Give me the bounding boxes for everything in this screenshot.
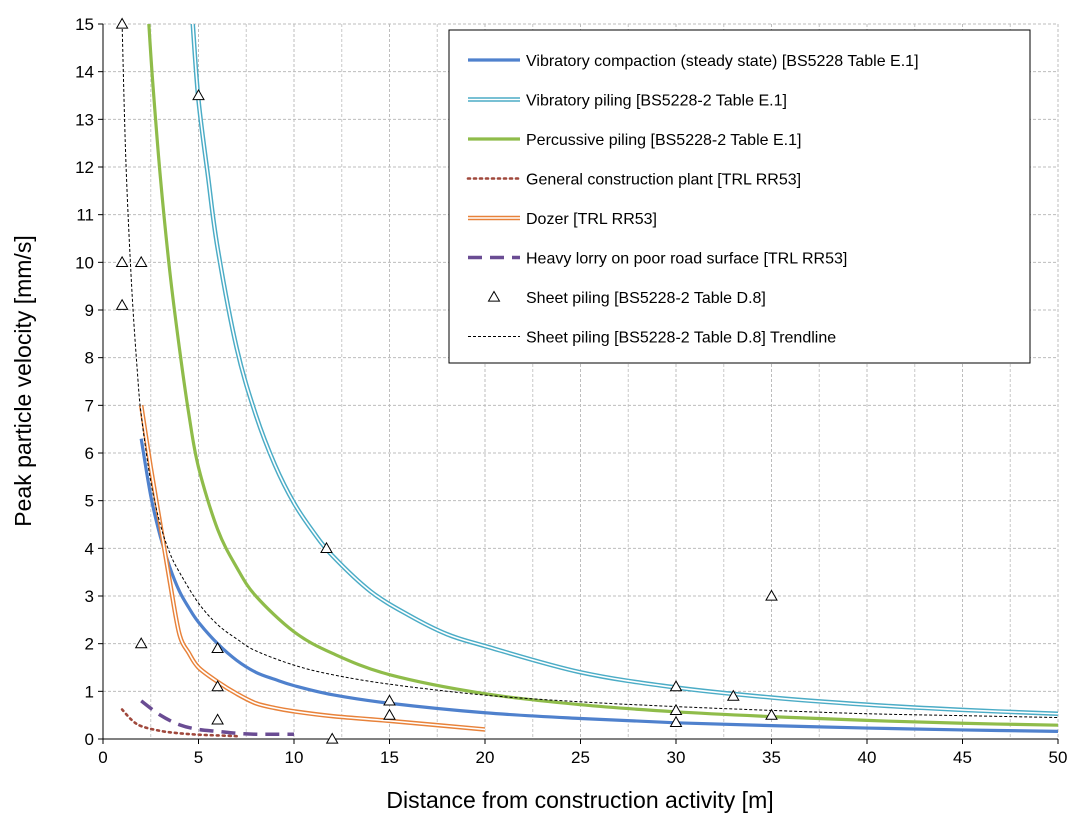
legend-item: Sheet piling [BS5228-2 Table D.8] (487, 290, 766, 307)
legend-box (448, 29, 1031, 364)
x-tick-label: 50 (1049, 748, 1068, 767)
y-axis-title: Peak particle velocity [mm/s] (10, 235, 36, 526)
series-line (121, 24, 1058, 719)
series-line (191, 24, 1058, 715)
x-tick-label: 45 (953, 748, 972, 767)
legend-label: Vibratory piling [BS5228-2 Table E.1] (526, 93, 787, 110)
y-tick-label: 7 (85, 396, 94, 415)
data-point-marker (115, 17, 129, 29)
data-point-marker (383, 694, 396, 706)
legend-item: Heavy lorry on poor road surface [TRL RR… (468, 251, 847, 268)
legend-item: Vibratory piling [BS5228-2 Table E.1] (468, 93, 787, 110)
data-point-marker (765, 708, 778, 720)
marker-layer (115, 17, 778, 744)
legend-label: Heavy lorry on poor road surface [TRL RR… (526, 251, 847, 268)
y-tick-label: 15 (75, 15, 94, 34)
x-tick-label: 10 (285, 748, 304, 767)
data-point-marker (115, 255, 129, 267)
data-point-marker (669, 715, 683, 727)
y-tick-label: 0 (85, 730, 94, 749)
series-line (140, 699, 294, 737)
x-tick-label: 5 (194, 748, 203, 767)
data-point-marker (211, 713, 224, 725)
data-point-marker (726, 689, 740, 701)
series-heavy-lorry-on-poor-road-surface-trl-rr53 (140, 699, 294, 737)
y-tick-label: 1 (85, 682, 94, 701)
legend-item: General construction plant [TRL RR53] (466, 172, 801, 189)
legend-label: Percussive piling [BS5228-2 Table E.1] (526, 132, 801, 149)
legend-label: Sheet piling [BS5228-2 Table D.8] Trendl… (526, 330, 836, 347)
y-tick-label: 5 (85, 492, 94, 511)
y-tick-label: 9 (85, 301, 94, 320)
series-vibratory-compaction-steady-state-bs5228-table-e-1 (139, 438, 1058, 733)
data-point-marker (134, 637, 148, 649)
series-sheet-piling-bs5228-2-table-d-8-trendline (121, 24, 1058, 719)
x-tick-label: 20 (476, 748, 495, 767)
y-tick-label: 11 (76, 206, 94, 225)
x-tick-label: 0 (98, 748, 107, 767)
x-tick-label: 15 (380, 748, 399, 767)
x-tick-label: 35 (762, 748, 781, 767)
data-point-marker (192, 88, 205, 101)
y-tick-label: 10 (75, 253, 94, 272)
legend-label: Vibratory compaction (steady state) [BS5… (526, 53, 919, 70)
y-tick-label: 13 (75, 110, 94, 129)
y-tick-label: 14 (75, 63, 94, 82)
legend-marker (487, 290, 501, 302)
data-point-marker (669, 680, 683, 692)
legend-item: Vibratory compaction (steady state) [BS5… (468, 53, 919, 70)
data-point-marker (134, 255, 148, 267)
series-sheet-piling-bs5228-2-table-d-8 (115, 17, 778, 744)
series-line (139, 438, 1058, 733)
series-line (120, 708, 238, 738)
x-axis-title: Distance from construction activity [m] (386, 787, 773, 813)
data-point-marker (765, 589, 778, 601)
y-tick-label: 4 (85, 539, 94, 558)
data-point-marker (115, 298, 129, 310)
x-tick-label: 25 (571, 748, 590, 767)
data-point-marker (211, 641, 224, 654)
series-general-construction-plant-trl-rr53 (120, 708, 238, 738)
legend-label: General construction plant [TRL RR53] (526, 172, 801, 189)
data-point-marker (325, 732, 339, 744)
y-tick-label: 8 (85, 349, 94, 368)
legend-item: Percussive piling [BS5228-2 Table E.1] (468, 132, 801, 149)
data-point-marker (211, 680, 224, 692)
data-point-marker (383, 708, 396, 720)
x-tick-label: 30 (667, 748, 686, 767)
legend-item: Sheet piling [BS5228-2 Table D.8] Trendl… (468, 330, 836, 347)
legend-item: Dozer [TRL RR53] (468, 211, 657, 228)
axes: 0 5 10 15 20 25 30 35 40 45 5001234567891011121314… (75, 15, 1067, 767)
data-point-marker (320, 541, 333, 553)
legend-label: Dozer [TRL RR53] (526, 211, 657, 228)
x-tick-label: 40 (858, 748, 877, 767)
data-point-marker (669, 703, 683, 716)
series-vibratory-piling-bs5228-2-table-e-1 (190, 24, 1058, 716)
legend: Vibratory compaction (steady state) [BS5… (448, 29, 1031, 364)
y-tick-label: 6 (85, 444, 94, 463)
y-tick-label: 3 (85, 587, 94, 606)
legend-label: Sheet piling [BS5228-2 Table D.8] (526, 290, 766, 307)
y-tick-label: 12 (75, 158, 94, 177)
y-tick-label: 2 (85, 635, 94, 654)
